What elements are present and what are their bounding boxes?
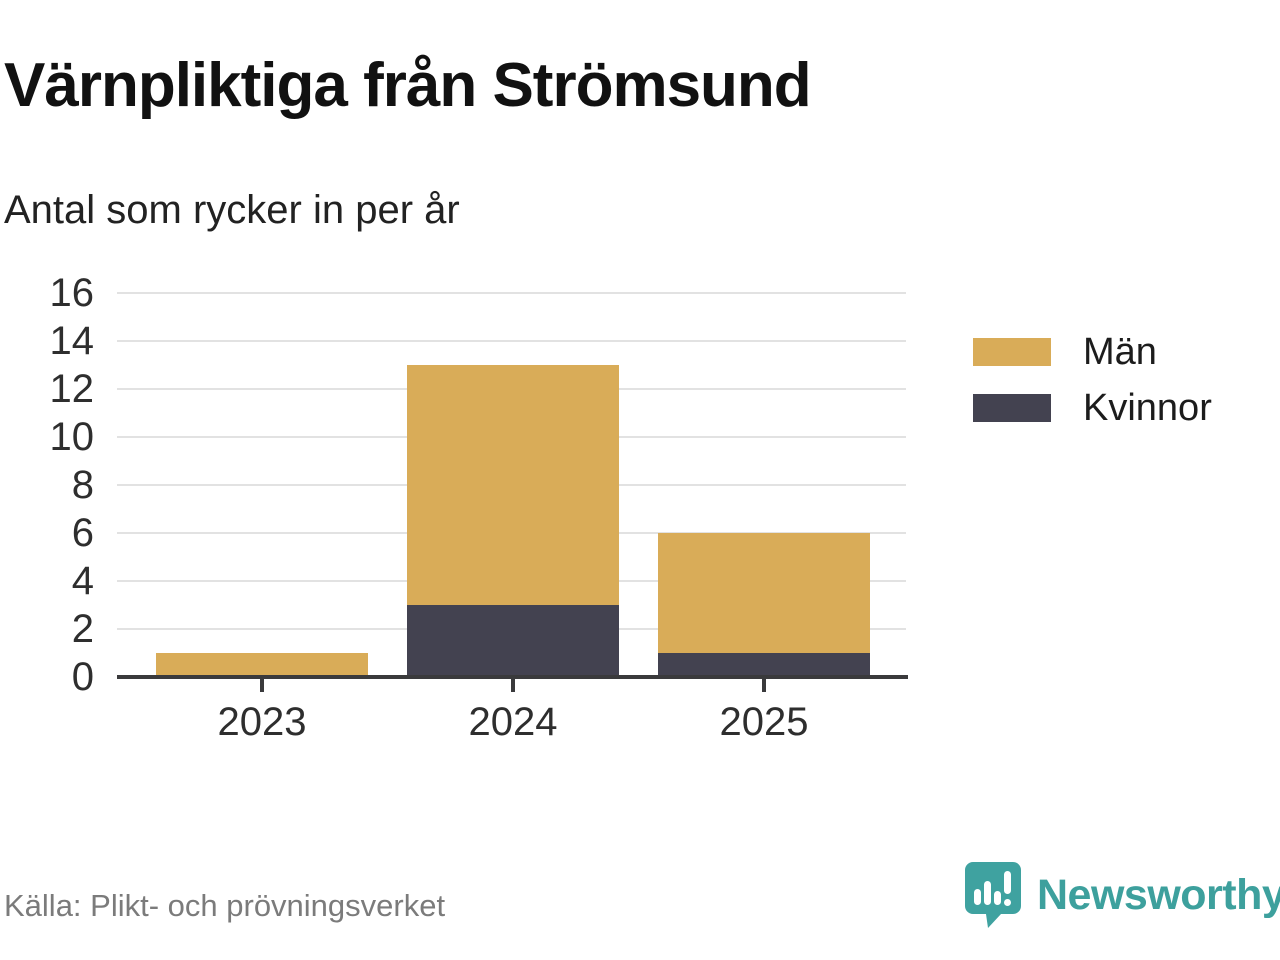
bar-2023-män: [156, 653, 368, 677]
legend: Män Kvinnor: [973, 331, 1212, 450]
x-tick-2024: [511, 679, 515, 692]
y-tick-label-12: 12: [49, 367, 95, 411]
y-tick-label-4: 4: [71, 559, 94, 603]
chart-title: Värnpliktiga från Strömsund: [4, 51, 812, 120]
legend-item-man: Män: [973, 331, 1212, 373]
legend-swatch-kvinnor: [973, 394, 1051, 422]
chart-subtitle: Antal som rycker in per år: [4, 188, 460, 232]
x-axis-line: [117, 675, 908, 679]
y-tick-label-8: 8: [71, 463, 94, 507]
x-tick-2023: [260, 679, 264, 692]
legend-swatch-man: [973, 338, 1051, 366]
bar-2025-kvinnor: [658, 653, 870, 677]
y-tick-label-14: 14: [49, 319, 95, 363]
y-tick-label-10: 10: [49, 415, 95, 459]
legend-label-kvinnor: Kvinnor: [1083, 387, 1212, 429]
x-tick-label-2023: 2023: [217, 700, 307, 744]
x-tick-label-2024: 2024: [468, 700, 558, 744]
newsworthy-wordmark: Newsworthy: [1037, 871, 1280, 919]
gridline-14: [117, 340, 906, 342]
bar-2024-kvinnor: [407, 605, 619, 677]
y-tick-label-2: 2: [71, 607, 94, 651]
source-text: Källa: Plikt- och prövningsverket: [4, 888, 446, 923]
x-tick-2025: [762, 679, 766, 692]
bar-2024-män: [407, 365, 619, 605]
legend-label-man: Män: [1083, 331, 1157, 373]
newsworthy-logo: Newsworthy: [963, 860, 1280, 932]
y-tick-label-6: 6: [71, 511, 94, 555]
y-tick-label-16: 16: [49, 271, 95, 315]
bar-2025-män: [658, 533, 870, 653]
y-tick-label-0: 0: [71, 655, 94, 699]
gridline-16: [117, 292, 906, 294]
legend-item-kvinnor: Kvinnor: [973, 387, 1212, 429]
x-tick-label-2025: 2025: [719, 700, 809, 744]
newsworthy-chart-bubble-icon: [965, 862, 1021, 928]
